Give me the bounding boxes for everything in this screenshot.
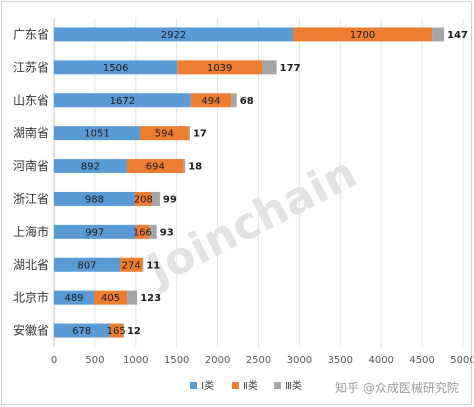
x-tick-label: 3500 — [328, 355, 353, 366]
bar-segment — [293, 27, 433, 42]
bar-segment — [231, 93, 237, 108]
category-label: 湖南省 — [13, 125, 49, 140]
data-label: 494 — [201, 96, 220, 107]
category-label: 湖北省 — [13, 257, 49, 272]
data-label: 1051 — [84, 129, 109, 140]
x-tick-label: 5000 — [450, 355, 473, 366]
bar-segment — [151, 191, 160, 206]
data-label: 274 — [122, 260, 141, 271]
data-label: 18 — [188, 162, 202, 173]
bar-segment — [54, 27, 294, 42]
data-label: 1039 — [207, 63, 232, 74]
category-label: 北京市 — [13, 290, 49, 305]
data-label: 988 — [85, 194, 104, 205]
legend: Ⅰ类 Ⅱ类 Ⅲ类 — [190, 379, 302, 392]
data-label: 1672 — [110, 96, 135, 107]
bar-segment — [54, 159, 127, 174]
data-label: 1700 — [350, 30, 375, 41]
x-tick-label: 0 — [51, 355, 57, 366]
data-label: 489 — [64, 293, 83, 304]
bar-segment — [188, 126, 190, 141]
bar-segment — [126, 159, 184, 174]
bar-segment — [127, 290, 138, 305]
data-label: 2922 — [161, 30, 186, 41]
data-label: 99 — [163, 194, 177, 205]
data-label: 93 — [160, 227, 174, 238]
bar-segment — [177, 60, 263, 75]
bar-segment — [54, 290, 95, 305]
data-label: 208 — [134, 194, 153, 205]
x-tick-label: 2000 — [205, 355, 230, 366]
x-tick-label: 1500 — [164, 355, 189, 366]
x-tick-label: 500 — [85, 355, 104, 366]
data-label: 892 — [81, 162, 100, 173]
bar-segment — [54, 257, 121, 272]
bar-segment — [54, 60, 178, 75]
legend-label: Ⅲ类 — [285, 379, 302, 392]
data-label: 17 — [193, 129, 207, 140]
bar-segment — [54, 93, 191, 108]
bar-segment — [54, 126, 140, 141]
data-label: 147 — [447, 30, 468, 41]
bar-segment — [432, 27, 445, 42]
bar-segment — [120, 257, 143, 272]
data-label: 997 — [85, 227, 104, 238]
category-label: 河南省 — [13, 158, 49, 173]
data-label: 12 — [127, 326, 141, 337]
data-label: 678 — [72, 326, 91, 337]
category-label: 安徽省 — [13, 323, 49, 338]
bar-segment — [109, 323, 123, 338]
bar-segment — [54, 323, 110, 338]
data-label: 694 — [146, 162, 165, 173]
bar-segment — [54, 224, 136, 239]
category-label: 江苏省 — [13, 60, 49, 74]
category-label: 山东省 — [13, 93, 49, 107]
legend-label: Ⅰ类 — [201, 379, 214, 392]
x-tick-label: 3000 — [287, 355, 312, 366]
data-label: 165 — [107, 326, 126, 337]
x-tick-label: 1000 — [123, 355, 148, 366]
bar-segment — [54, 191, 135, 206]
bar-segment — [142, 257, 144, 272]
bar-segment — [134, 191, 152, 206]
legend-label: Ⅱ类 — [243, 379, 258, 392]
data-label: 177 — [280, 63, 301, 74]
bar-segment — [183, 159, 186, 174]
category-label: 上海市 — [13, 224, 49, 239]
data-label: 594 — [155, 129, 174, 140]
bar-segment — [94, 290, 128, 305]
legend-swatch — [190, 382, 197, 389]
bar-segment — [149, 224, 157, 239]
data-label: 1506 — [103, 63, 128, 74]
data-label: 166 — [133, 227, 152, 238]
category-label: 浙江省 — [13, 192, 49, 206]
x-tick-label: 2500 — [246, 355, 271, 366]
bar-segment — [135, 224, 150, 239]
data-label: 11 — [146, 260, 160, 271]
data-label: 405 — [101, 293, 120, 304]
x-tick-label: 4500 — [409, 355, 434, 366]
data-label: 68 — [240, 96, 254, 107]
data-label: 807 — [77, 260, 96, 271]
bar-segment — [139, 126, 189, 141]
category-label: 广东省 — [13, 27, 49, 41]
bar-segment — [190, 93, 232, 108]
bar-segment — [122, 323, 124, 338]
x-tick-label: 4000 — [368, 355, 393, 366]
labels-group: 0 500 1000 1500 2000 2500 3000 3500 4000 4500 5000… — [13, 27, 473, 366]
data-label: 123 — [140, 293, 161, 304]
legend-swatch — [232, 382, 239, 389]
source-credit: 知乎 @众成医械研究院 — [335, 380, 459, 395]
bars-group — [54, 27, 445, 338]
legend-swatch — [274, 382, 281, 389]
bar-segment — [262, 60, 277, 75]
